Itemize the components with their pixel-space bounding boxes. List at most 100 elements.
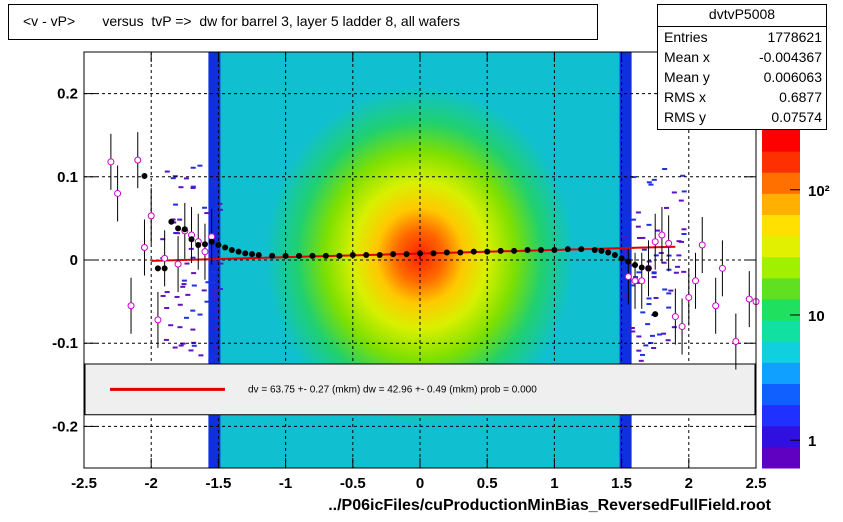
density-sparse-cell	[204, 212, 210, 215]
density-sparse-cell	[655, 229, 661, 232]
density-sparse-cell	[663, 206, 669, 209]
stat-label: RMS x	[664, 89, 706, 105]
density-sparse-cell	[631, 176, 637, 179]
density-sparse-cell	[190, 186, 196, 189]
density-sparse-cell	[217, 287, 223, 290]
stat-label: RMS y	[664, 109, 706, 125]
density-sparse-cell	[210, 214, 216, 217]
profile-magenta-point	[718, 264, 726, 272]
density-sparse-cell	[205, 281, 211, 284]
profile-magenta-point	[107, 158, 115, 166]
profile-magenta-point	[685, 293, 693, 301]
density-sparse-cell	[640, 311, 646, 314]
profile-black-point	[625, 258, 632, 265]
profile-black-point	[168, 218, 175, 225]
profile-magenta-point	[161, 254, 169, 262]
density-sparse-cell	[671, 191, 677, 194]
fit-legend-box: dv = 63.75 +- 0.27 (mkm) dw = 42.96 +- 0…	[84, 363, 756, 416]
density-sparse-cell	[213, 298, 219, 301]
profile-black-point	[511, 247, 518, 254]
profile-magenta-point	[134, 156, 142, 164]
density-sparse-cell	[181, 283, 187, 286]
profile-points	[107, 132, 760, 370]
density-sparse-cell	[177, 326, 183, 329]
profile-magenta-point	[651, 238, 659, 246]
profile-black-point	[269, 252, 276, 259]
density-sparse-cell	[629, 326, 635, 329]
density-sparse-cell	[174, 295, 180, 298]
colorbar-band	[762, 299, 800, 321]
stat-value: 0.07574	[771, 109, 822, 125]
colorbar-band	[762, 425, 800, 448]
profile-magenta-point	[174, 260, 182, 268]
density-sparse-cell	[213, 174, 219, 177]
density-sparse-cell	[202, 206, 208, 209]
profile-black-point	[363, 252, 370, 259]
density-sparse-cell	[681, 233, 687, 236]
density-sparse-cell	[630, 284, 636, 287]
density-sparse-cell	[646, 303, 652, 306]
density-sparse-cell	[638, 359, 644, 362]
density-sparse-cell	[173, 203, 179, 206]
density-sparse-cell	[183, 177, 189, 180]
profile-magenta-point	[671, 313, 679, 321]
profile-black-point	[524, 247, 531, 254]
colorbar-band	[762, 172, 800, 194]
density-sparse-cell	[658, 251, 664, 254]
profile-black-point	[578, 246, 585, 253]
profile-black-point	[443, 249, 450, 256]
profile-black-point	[188, 236, 195, 243]
density-sparse-cell	[213, 355, 219, 358]
density-sparse-cell	[681, 228, 687, 231]
colorbar: 1 10 10²	[762, 130, 830, 469]
colorbar-tick-label: 1	[808, 433, 816, 450]
profile-black-point	[632, 261, 639, 268]
profile-black-point	[201, 241, 208, 248]
profile-magenta-point	[114, 189, 122, 197]
profile-magenta-point	[624, 273, 632, 281]
profile-black-point	[390, 251, 397, 258]
colorbar-tick-label: 10	[808, 308, 825, 325]
profile-black-point	[611, 252, 618, 259]
density-sparse-cell	[177, 303, 183, 306]
density-sparse-cell	[170, 177, 176, 180]
density-sparse-cell	[661, 261, 667, 264]
profile-black-point	[618, 255, 625, 262]
profile-black-point	[228, 247, 235, 254]
x-axis-label: ../P06icFiles/cuProductionMinBias_Revers…	[328, 497, 771, 514]
colorbar-band	[762, 151, 800, 173]
stat-value: 0.006063	[763, 69, 822, 85]
density-sparse-cell	[204, 300, 210, 303]
profile-black-point	[249, 251, 255, 258]
density-sparse-cell	[208, 359, 214, 362]
density-sparse-cell	[184, 262, 190, 265]
stat-row-rms-y: RMS y 0.07574	[664, 109, 822, 127]
x-tick-label: -1.5	[205, 475, 231, 492]
colorbar-band	[762, 193, 800, 215]
density-sparse-cell	[678, 199, 684, 202]
profile-black-point	[470, 248, 477, 255]
profile-black-point	[430, 250, 437, 257]
profile-magenta-point	[678, 323, 686, 331]
density-sparse-cell	[180, 342, 186, 345]
profile-black-point	[376, 252, 383, 259]
density-sparse-cell	[164, 170, 170, 173]
density-sparse-cell	[215, 286, 221, 289]
density-sparse-cell	[201, 289, 207, 292]
density-sparse-cell	[665, 339, 671, 342]
stats-box: dvtvP5008 Entries 1778621 Mean x -0.0043…	[657, 4, 827, 130]
stat-value: -0.004367	[758, 49, 822, 65]
density-sparse-cell	[651, 271, 657, 274]
density-sparse-cell	[178, 186, 184, 189]
profile-black-point	[242, 250, 249, 257]
title-box: <v - vP> versus tvP => dw for barrel 3, …	[8, 4, 598, 40]
density-sparse-cell	[191, 284, 197, 287]
stat-row-rms-x: RMS x 0.6877	[664, 89, 822, 107]
density-sparse-cell	[630, 218, 636, 221]
y-tick-label: 0	[70, 252, 78, 269]
density-sparse-cell	[636, 349, 642, 352]
stat-row-mean-x: Mean x -0.004367	[664, 49, 822, 67]
density-sparse-cell	[641, 248, 647, 251]
density-sparse-cell	[183, 316, 189, 319]
x-tick-label: -0.5	[340, 475, 366, 492]
